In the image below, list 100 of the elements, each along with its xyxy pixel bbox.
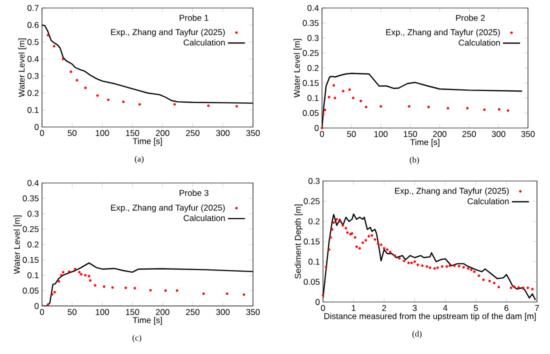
y-tick-label: 0.15	[304, 238, 320, 244]
point	[364, 238, 368, 242]
x-tick-label: 200	[156, 130, 170, 136]
y-tick-label: 0.15	[302, 80, 319, 86]
point	[473, 270, 476, 274]
point	[354, 236, 356, 239]
point	[60, 274, 63, 277]
x-tick-label: 4	[443, 305, 448, 311]
text: Probe 3	[180, 190, 208, 196]
y-axis-title: Water Level [m]	[18, 38, 26, 98]
point	[376, 242, 380, 245]
point	[398, 257, 401, 260]
point	[164, 289, 167, 292]
y-tick-label: 0.05	[302, 110, 319, 116]
point	[488, 280, 491, 282]
point	[226, 292, 228, 295]
point	[402, 260, 406, 262]
point	[466, 106, 469, 110]
y-tick-label: 0.4	[27, 56, 39, 62]
y-tick-label: 0.3	[308, 178, 320, 184]
point	[368, 234, 370, 238]
point	[53, 290, 56, 294]
y-tick-label: 0.2	[27, 90, 39, 96]
point	[462, 266, 465, 269]
point	[76, 78, 78, 82]
point	[433, 267, 436, 270]
x-tick-label: 50	[347, 131, 356, 138]
y-tick-label: 0.4	[27, 180, 39, 186]
point	[176, 289, 178, 292]
point	[84, 274, 87, 277]
point	[522, 286, 525, 290]
y-tick-label: 0.3	[27, 210, 39, 217]
legend-label: Exp., Zhang and Tayfur (2025)	[386, 28, 500, 37]
point	[394, 254, 396, 257]
point	[482, 278, 485, 282]
y-tick-label: 0.2	[307, 64, 319, 72]
y-tick-label: 0.05	[304, 278, 320, 285]
legend-label: Calculation	[468, 198, 509, 204]
x-tick-label: 0	[320, 305, 326, 312]
y-tick-label: 0.05	[22, 288, 39, 294]
point	[332, 84, 336, 87]
x-tick-label: 100	[96, 130, 110, 136]
point	[330, 228, 334, 231]
x-tick-label: 250	[186, 309, 200, 316]
point	[370, 234, 374, 237]
legend-label: Exp., Zhang and Tayfur (2025)	[111, 28, 225, 37]
x-tick-label: 300	[216, 309, 230, 316]
text: (b)	[410, 156, 419, 164]
point	[324, 266, 328, 268]
point	[512, 285, 516, 288]
x-axis-title: Time [s]	[132, 316, 162, 325]
y-tick-label: 0.2	[27, 241, 39, 248]
point	[328, 96, 330, 98]
point	[80, 273, 82, 276]
point	[207, 104, 210, 108]
point	[46, 303, 50, 306]
x-tick-label: 350	[521, 131, 535, 138]
y-axis-title: Sediment Depth [m]	[294, 204, 303, 279]
point	[483, 108, 486, 111]
y-tick-label: 0.1	[308, 258, 320, 265]
x-tick-label: 250	[186, 130, 200, 136]
x-tick-label: 250	[462, 131, 476, 138]
x-tick-label: 100	[374, 131, 388, 138]
point	[448, 264, 452, 267]
x-axis-title: Time [s]	[132, 138, 162, 146]
point	[68, 270, 70, 273]
point	[360, 100, 362, 102]
y-tick-label: 0.4	[307, 5, 319, 12]
point	[436, 266, 439, 270]
point	[96, 94, 99, 97]
y-tick-label: 0.1	[27, 106, 39, 113]
x-tick-label: 200	[156, 309, 170, 316]
point	[62, 58, 64, 60]
x-tick-label: 150	[126, 309, 140, 316]
x-tick-label: 0	[320, 131, 324, 138]
point	[407, 262, 410, 264]
point	[416, 264, 420, 266]
point	[102, 285, 106, 288]
text: (c)	[132, 334, 142, 342]
point	[470, 268, 473, 272]
x-tick-label: 100	[96, 309, 110, 316]
point	[342, 90, 344, 92]
point	[510, 286, 512, 290]
point	[446, 265, 448, 268]
point	[328, 248, 330, 251]
x-tick-label: 300	[216, 130, 230, 136]
point	[329, 236, 332, 239]
point	[388, 250, 392, 254]
point	[70, 70, 72, 74]
point	[517, 286, 520, 289]
x-tick-label: 3	[412, 305, 417, 312]
point	[426, 265, 428, 268]
x-tick-label: 1	[352, 305, 356, 311]
point	[497, 286, 500, 288]
x-tick-label: 150	[404, 131, 418, 138]
point	[382, 247, 386, 250]
point	[320, 126, 324, 130]
point	[531, 288, 534, 290]
point	[446, 106, 450, 110]
point	[352, 96, 354, 100]
